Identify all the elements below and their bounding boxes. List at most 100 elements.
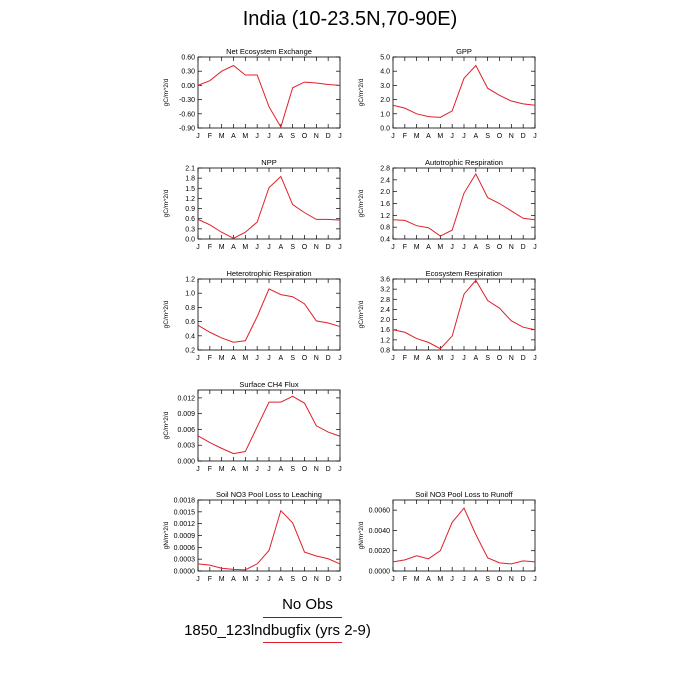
y-tick-label: 3.2: [380, 287, 390, 294]
plot-frame: [197, 167, 341, 240]
y-tick-label: 0.2: [185, 348, 195, 355]
x-tick-label: M: [219, 576, 225, 583]
x-tick-label: J: [267, 133, 271, 140]
y-tick-label: 0.006: [177, 427, 195, 434]
x-tick-label: A: [231, 576, 236, 583]
chart-panel: Soil NO3 Pool Loss to Runoff 0.0060 0.0040…: [358, 490, 537, 583]
x-tick-label: M: [242, 355, 248, 362]
chart-panel: Soil NO3 Pool Loss to Leaching 0.0018 0.00…: [163, 490, 342, 583]
y-tick-label: 0.0015: [174, 509, 196, 516]
y-tick-label: 4.0: [380, 69, 390, 76]
y-tick-label: 0.60: [181, 55, 195, 62]
x-tick-label: S: [485, 576, 490, 583]
x-tick-label: J: [462, 576, 466, 583]
panel-title: Heterotrophic Respiration: [226, 269, 311, 278]
series-line: [392, 172, 536, 237]
x-tick-label: M: [219, 244, 225, 251]
x-tick-label: J: [196, 244, 200, 251]
x-tick-label: S: [290, 355, 295, 362]
x-tick-label: M: [242, 466, 248, 473]
x-tick-label: O: [497, 576, 503, 583]
x-tick-label: F: [208, 466, 212, 473]
x-tick-label: D: [521, 133, 526, 140]
x-tick-label: J: [255, 244, 259, 251]
x-tick-label: A: [426, 576, 431, 583]
x-tick-label: J: [338, 244, 342, 251]
x-tick-label: O: [497, 133, 503, 140]
x-tick-label: J: [338, 466, 342, 473]
y-axis-label: gC/m^2/d: [163, 189, 170, 217]
panel-title: Soil NO3 Pool Loss to Runoff: [415, 490, 513, 499]
x-tick-label: J: [533, 576, 537, 583]
y-tick-label: 0.0: [185, 237, 195, 244]
plot-frame: [392, 167, 536, 240]
y-tick-label: 0.8: [185, 305, 195, 312]
x-tick-label: J: [450, 355, 454, 362]
x-tick-label: D: [521, 576, 526, 583]
x-tick-label: M: [437, 576, 443, 583]
y-tick-label: 0.3: [185, 226, 195, 233]
x-tick-label: J: [267, 244, 271, 251]
x-tick-label: M: [414, 576, 420, 583]
x-tick-label: N: [314, 576, 319, 583]
y-axis-label: gC/m^2/d: [358, 78, 365, 106]
x-tick-label: S: [485, 244, 490, 251]
legend-case-label: 1850_123lndbugfix (yrs 2-9): [184, 622, 371, 639]
x-tick-label: J: [255, 355, 259, 362]
x-tick-label: N: [509, 576, 514, 583]
x-tick-label: M: [219, 355, 225, 362]
y-tick-label: 1.8: [185, 176, 195, 183]
x-tick-label: J: [533, 133, 537, 140]
panel-title: Soil NO3 Pool Loss to Leaching: [216, 490, 322, 499]
y-tick-label: 2.8: [380, 166, 390, 173]
y-tick-label: 1.2: [185, 277, 195, 284]
series-line: [197, 64, 341, 129]
x-tick-label: A: [473, 244, 478, 251]
y-tick-label: 0.0: [380, 126, 390, 133]
y-axis-label: gC/m^2/d: [163, 411, 170, 439]
x-tick-label: N: [314, 355, 319, 362]
panel-title: Surface CH4 Flux: [239, 380, 298, 389]
series-line: [197, 395, 341, 455]
x-tick-label: N: [509, 133, 514, 140]
y-tick-label: 0.0040: [369, 528, 391, 535]
x-tick-label: J: [450, 576, 454, 583]
legend-obs-label: No Obs: [282, 596, 333, 613]
plot-frame: [392, 499, 536, 572]
x-tick-label: J: [450, 133, 454, 140]
x-tick-label: M: [242, 244, 248, 251]
series-line: [392, 279, 536, 350]
x-tick-label: J: [391, 133, 395, 140]
y-tick-label: 0.0009: [174, 533, 196, 540]
x-tick-label: J: [533, 355, 537, 362]
x-tick-label: O: [302, 244, 308, 251]
y-tick-label: 2.0: [380, 97, 390, 104]
x-tick-label: N: [314, 244, 319, 251]
series-line: [197, 175, 341, 239]
x-tick-label: A: [278, 466, 283, 473]
x-tick-label: D: [326, 576, 331, 583]
y-tick-label: 1.2: [380, 337, 390, 344]
x-tick-label: J: [255, 466, 259, 473]
x-tick-label: A: [473, 355, 478, 362]
x-tick-label: F: [403, 133, 407, 140]
x-tick-label: A: [426, 133, 431, 140]
y-axis-label: gC/m^2/d: [163, 300, 170, 328]
x-tick-label: J: [391, 244, 395, 251]
x-tick-label: M: [219, 133, 225, 140]
y-tick-label: 0.8: [380, 348, 390, 355]
legend-case-line: [263, 642, 342, 643]
y-tick-label: 1.2: [185, 196, 195, 203]
plot-frame: [392, 278, 536, 351]
x-tick-label: D: [521, 244, 526, 251]
x-tick-label: J: [267, 576, 271, 583]
y-tick-label: 2.0: [380, 317, 390, 324]
x-tick-label: J: [196, 355, 200, 362]
x-tick-label: A: [473, 576, 478, 583]
y-axis-label: gC/m^2/d: [358, 189, 365, 217]
x-tick-label: F: [208, 355, 212, 362]
page-title: India (10-23.5N,70-90E): [242, 8, 458, 30]
y-tick-label: -0.60: [179, 111, 195, 118]
y-tick-label: 1.6: [380, 327, 390, 334]
